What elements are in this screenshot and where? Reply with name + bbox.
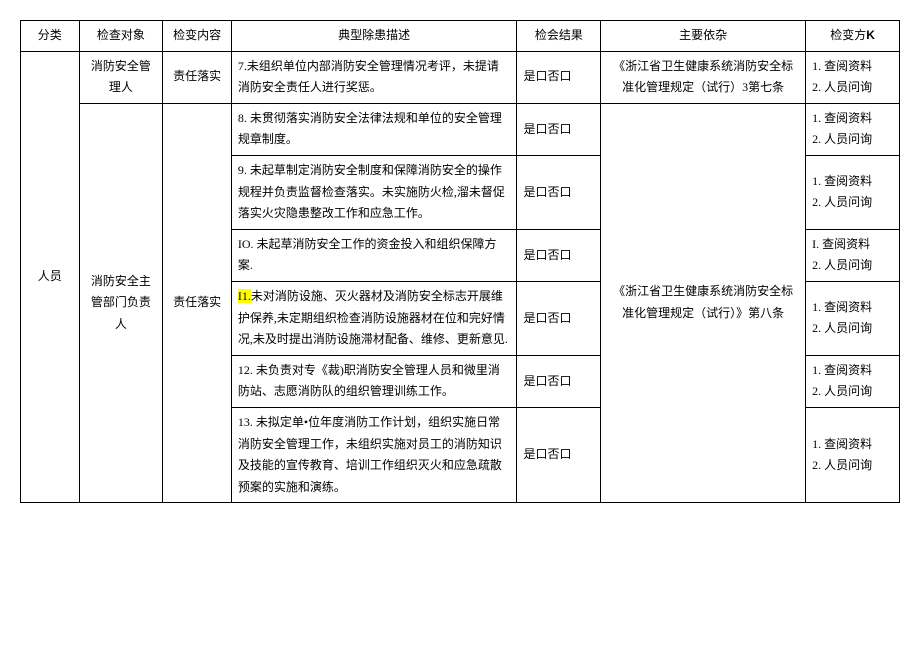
- meth-line1: I. 查阅资料: [812, 234, 893, 256]
- cell-obj2: 消防安全主管部门负责人: [79, 103, 163, 503]
- cell-desc-13: 13. 未拟定单•位年度消防工作计划，组织实施日常消防安全管理工作，未组织实施对…: [231, 407, 517, 502]
- cell-res: 是口否口: [517, 281, 601, 355]
- h-cont: 检变内容: [163, 21, 232, 52]
- cell-cat: 人员: [21, 51, 80, 503]
- cell-res: 是口否口: [517, 51, 601, 103]
- meth-line1: 1. 查阅资料: [812, 171, 893, 193]
- cell-res: 是口否口: [517, 103, 601, 155]
- highlight-num: I1.: [238, 289, 251, 303]
- header-row: 分类 检查对象 检变内容 典型除患描述 检会结果 主要依杂 检变方K: [21, 21, 900, 52]
- cell-meth: 1. 查阅资料 2. 人员问询: [806, 281, 900, 355]
- cell-desc-10: IO. 未起草消防安全工作的资金投入和组织保障方案.: [231, 229, 517, 281]
- meth-line2: 2. 人员问询: [812, 129, 893, 151]
- meth-line2: 2. 人员问询: [812, 77, 893, 99]
- meth-line2: 2. 人员问询: [812, 192, 893, 214]
- meth-line1: 1. 查阅资料: [812, 56, 893, 78]
- cell-basis2: 《浙江省卫生健康系统消防安全标准化管理规定（试行）》第八条: [601, 103, 806, 503]
- cell-basis1: 《浙江省卫生健康系统消防安全标准化管理规定（试行）3第七条: [601, 51, 806, 103]
- cell-cont2: 责任落实: [163, 103, 232, 503]
- meth-line2: 2. 人员问询: [812, 455, 893, 477]
- h-basis: 主要依杂: [601, 21, 806, 52]
- h-meth-prefix: 检变方: [830, 28, 866, 42]
- cell-meth: 1. 查阅资料 2. 人员问询: [806, 155, 900, 229]
- cell-desc-9: 9. 未起草制定消防安全制度和保障消防安全的操作规程并负责监督检查落实。未实施防…: [231, 155, 517, 229]
- cell-res: 是口否口: [517, 155, 601, 229]
- meth-line2: 2. 人员问询: [812, 381, 893, 403]
- table-row: 消防安全主管部门负责人 责任落实 8. 未贯彻落实消防安全法律法规和单位的安全管…: [21, 103, 900, 155]
- cell-cont1: 责任落实: [163, 51, 232, 103]
- h-cat: 分类: [21, 21, 80, 52]
- meth-line1: 1. 查阅资料: [812, 434, 893, 456]
- cell-desc-7: 7.未组织单位内部消防安全管理情况考评，未提请消防安全责任人进行奖惩。: [231, 51, 517, 103]
- cell-meth: I. 查阅资料 2. 人员问询: [806, 229, 900, 281]
- meth-line1: 1. 查阅资料: [812, 360, 893, 382]
- desc-11-rest: 未对消防设施、灭火器材及消防安全标志开展维护保养,未定期组织检查消防设施器材在位…: [238, 289, 508, 346]
- inspection-table: 分类 检查对象 检变内容 典型除患描述 检会结果 主要依杂 检变方K 人员 消防…: [20, 20, 900, 503]
- table-row: 人员 消防安全管理人 责任落实 7.未组织单位内部消防安全管理情况考评，未提请消…: [21, 51, 900, 103]
- h-res: 检会结果: [517, 21, 601, 52]
- h-desc: 典型除患描述: [231, 21, 517, 52]
- meth-line2: 2. 人员问询: [812, 318, 893, 340]
- cell-meth: 1. 查阅资料 2. 人员问询: [806, 407, 900, 502]
- h-meth: 检变方K: [806, 21, 900, 52]
- meth-line1: 1. 查阅资料: [812, 108, 893, 130]
- cell-meth: 1. 查阅资料 2. 人员问询: [806, 103, 900, 155]
- cell-meth: 1. 查阅资料 2. 人员问询: [806, 51, 900, 103]
- cell-res: 是口否口: [517, 355, 601, 407]
- meth-line1: 1. 查阅资料: [812, 297, 893, 319]
- cell-res: 是口否口: [517, 229, 601, 281]
- h-obj: 检查对象: [79, 21, 163, 52]
- cell-obj1: 消防安全管理人: [79, 51, 163, 103]
- h-meth-suffix: K: [866, 28, 875, 42]
- meth-line2: 2. 人员问询: [812, 255, 893, 277]
- cell-desc-12: 12. 未负责对专《裁)职消防安全管理人员和微里消防站、志愿消防队的组织管理训练…: [231, 355, 517, 407]
- cell-res: 是口否口: [517, 407, 601, 502]
- cell-desc-11: I1.未对消防设施、灭火器材及消防安全标志开展维护保养,未定期组织检查消防设施器…: [231, 281, 517, 355]
- cell-meth: 1. 查阅资料 2. 人员问询: [806, 355, 900, 407]
- cell-desc-8: 8. 未贯彻落实消防安全法律法规和单位的安全管理规章制度。: [231, 103, 517, 155]
